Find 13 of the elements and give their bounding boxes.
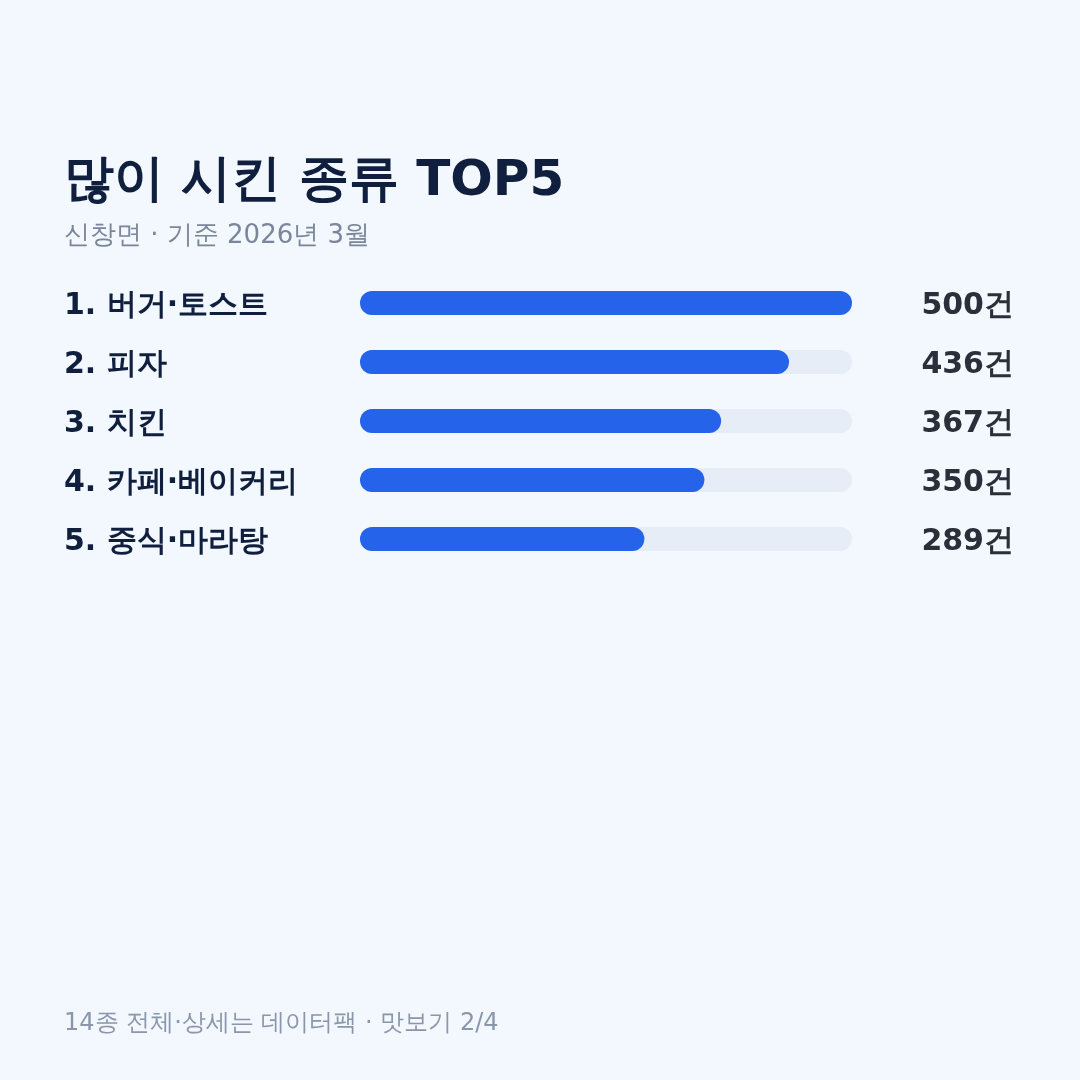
data-label: 436건	[921, 345, 1014, 380]
chart-subtitle: 신창면 · 기준 2026년 3월	[64, 219, 371, 249]
text: 14종 전체·상세는 데이터팩 · 맛보기 2/4	[64, 1008, 499, 1036]
data-label: 350건	[921, 463, 1014, 498]
y-tick-label: 5. 중식·마라탕	[64, 522, 269, 557]
y-tick-label: 3. 치킨	[64, 404, 167, 439]
y-tick-label: 1. 버거·토스트	[64, 286, 269, 321]
data-label: 367건	[921, 404, 1014, 439]
data-label: 500건	[921, 286, 1014, 321]
y-tick-label: 4. 카페·베이커리	[64, 463, 299, 498]
y-tick-label: 2. 피자	[64, 345, 167, 380]
data-label: 289건	[921, 522, 1014, 557]
chart-title: 많이 시킨 종류 TOP5	[64, 149, 565, 207]
